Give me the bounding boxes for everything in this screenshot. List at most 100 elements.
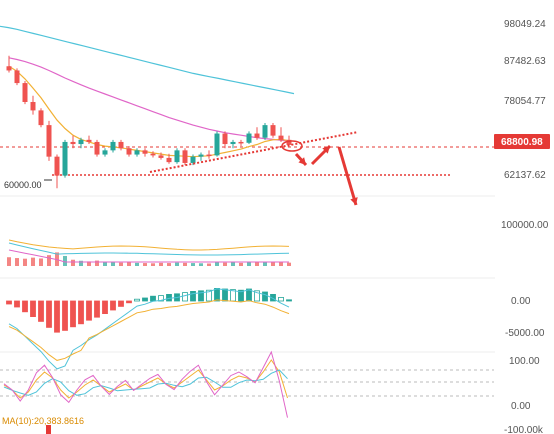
low-marker-text: 60000.00 xyxy=(4,180,42,190)
volume-bar xyxy=(119,262,123,266)
volume-bar xyxy=(15,258,19,266)
candle xyxy=(62,139,68,178)
price-grid xyxy=(0,146,494,176)
volume-bar xyxy=(127,262,131,266)
candle-body xyxy=(190,156,196,163)
arrow-drop xyxy=(294,152,308,167)
volume-bar xyxy=(175,262,179,266)
volume-bar xyxy=(263,261,267,266)
candle xyxy=(94,139,100,157)
macd-bar xyxy=(206,289,212,302)
macd-bar xyxy=(214,287,220,302)
macd-bar xyxy=(30,300,36,318)
volume-bar xyxy=(103,261,107,266)
candle xyxy=(142,148,148,157)
candle-body xyxy=(182,150,188,163)
volume-bar xyxy=(71,259,75,266)
panel-separators xyxy=(0,195,495,353)
macd-bar xyxy=(70,300,76,328)
volume-bar xyxy=(215,262,219,266)
candle-body xyxy=(38,110,44,126)
current-price-text: 68800.98 xyxy=(501,137,543,148)
footer-indicator-text: MA(10):20,383.8616 xyxy=(2,416,84,426)
candle-body xyxy=(78,139,84,145)
macd-bar xyxy=(6,300,12,305)
arrow-target-head xyxy=(350,197,358,205)
volume-ma-long xyxy=(8,242,290,256)
candle-body xyxy=(54,156,60,176)
arrow-drop-head xyxy=(298,157,306,165)
candle-body xyxy=(102,150,108,155)
volume-bar xyxy=(159,262,163,266)
macd-bar xyxy=(102,300,108,315)
volume-bar xyxy=(199,263,203,266)
candle xyxy=(102,148,108,157)
candle xyxy=(126,146,132,157)
volume-ma-short xyxy=(8,239,290,251)
breakdown-circle xyxy=(281,140,303,152)
volume-tick: 100000.00 xyxy=(501,220,549,231)
candle xyxy=(110,139,116,153)
candle-body xyxy=(14,70,20,84)
volume-bar xyxy=(231,262,235,266)
volume-bar xyxy=(87,261,91,266)
candle xyxy=(158,152,164,160)
candle xyxy=(262,123,268,140)
candle xyxy=(118,139,124,151)
candle xyxy=(182,148,188,166)
volume-bar xyxy=(247,262,251,266)
volume-bar xyxy=(191,263,195,266)
candle xyxy=(270,123,276,138)
volume-bar xyxy=(239,262,243,266)
kdj-j-line xyxy=(3,350,288,418)
kdj-tick-neg: -100.00k xyxy=(504,425,544,434)
candle xyxy=(14,68,20,86)
candle xyxy=(30,95,36,115)
macd-bar xyxy=(158,295,164,302)
candle-body xyxy=(278,135,284,140)
volume-bar xyxy=(23,258,27,266)
footer-indicator: MA(10):20,383.8616 xyxy=(2,416,84,434)
macd-bar xyxy=(262,291,268,302)
candle-body xyxy=(214,133,220,156)
macd-bar xyxy=(150,295,156,302)
low-marker: 60000.00 xyxy=(4,179,52,190)
candle xyxy=(174,148,180,164)
price-tick-1: 98049.24 xyxy=(504,19,546,30)
macd-dea-line xyxy=(8,299,290,361)
arrow-rebound xyxy=(310,144,332,166)
candle-body xyxy=(86,139,92,142)
macd-bar xyxy=(142,297,148,302)
volume-bar xyxy=(183,262,187,266)
candle xyxy=(254,127,260,140)
volume-bar xyxy=(271,262,275,266)
macd-bar xyxy=(78,300,84,325)
macd-bar xyxy=(118,300,124,307)
candle-body xyxy=(94,141,100,155)
current-price-tag: 68800.98 xyxy=(494,134,550,149)
candle-body xyxy=(134,150,140,155)
volume-bar xyxy=(143,263,147,266)
macd-bar xyxy=(94,300,100,318)
macd-tick-neg: -5000.00 xyxy=(505,328,545,339)
candle-body xyxy=(238,141,244,144)
macd-bar xyxy=(38,300,44,322)
macd-bar xyxy=(222,288,228,302)
candle xyxy=(22,80,28,105)
candle-body xyxy=(286,139,292,145)
volume-bar xyxy=(47,255,51,266)
candle xyxy=(38,108,44,128)
candle xyxy=(86,135,92,145)
volume-bar xyxy=(111,262,115,266)
arrow-rebound-head xyxy=(322,146,330,154)
arrow-target xyxy=(337,146,358,206)
macd-bar xyxy=(134,298,140,302)
candle-body xyxy=(150,153,156,156)
volume-bar xyxy=(135,262,139,266)
macd-bar xyxy=(286,299,292,302)
candle xyxy=(78,137,84,149)
macd-bar xyxy=(278,296,284,302)
macd-bar xyxy=(22,300,28,313)
candle-body xyxy=(30,101,36,111)
candle xyxy=(206,150,212,159)
